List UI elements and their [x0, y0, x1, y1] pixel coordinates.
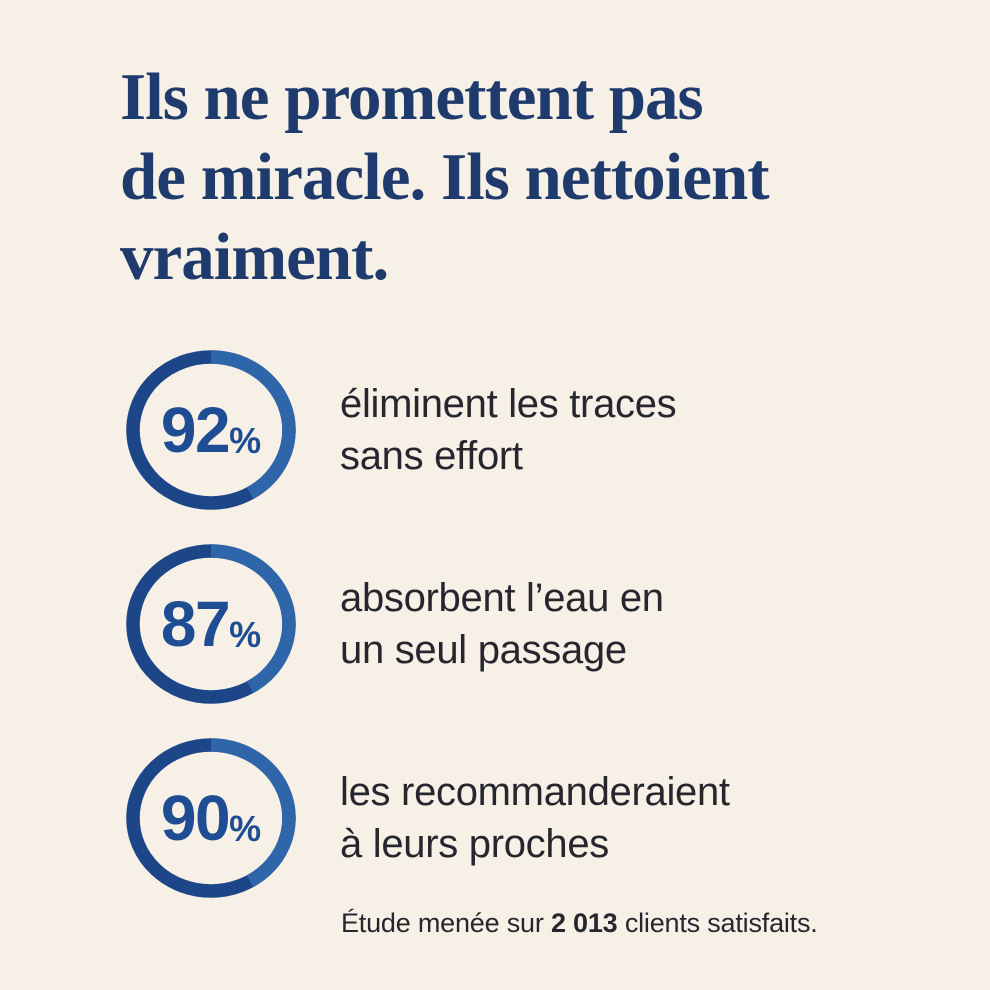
- stat-label-line-2: à leurs proches: [340, 822, 609, 866]
- footnote-sample-size: 2 013: [550, 908, 618, 938]
- study-footnote: Étude menée sur 2 013 clients satisfaits…: [341, 906, 818, 940]
- stats-list: 92% éliminent les traces sans effort 87%…: [126, 350, 730, 932]
- headline-line-3: vraiment.: [120, 220, 389, 294]
- footnote-prefix: Étude menée sur: [341, 908, 551, 938]
- page-title: Ils ne promettent pas de miracle. Ils ne…: [120, 57, 920, 297]
- stat-badge-90: 90%: [126, 738, 296, 898]
- progress-ring-icon: [126, 738, 296, 898]
- stat-row-absorption: 87% absorbent l’eau en un seul passage: [126, 544, 730, 704]
- progress-ring-icon: [126, 350, 296, 510]
- stat-percentage-number: 87: [160, 588, 231, 660]
- stat-label-line-1: absorbent l’eau en: [340, 576, 664, 620]
- headline-line-1: Ils ne promettent pas: [120, 60, 704, 134]
- stat-badge-92: 92%: [126, 350, 296, 510]
- percent-sign: %: [229, 808, 262, 849]
- stat-label-line-2: un seul passage: [340, 628, 627, 672]
- stat-percentage-number: 92: [160, 394, 231, 466]
- percent-sign: %: [229, 420, 262, 461]
- stat-value: 92%: [126, 350, 296, 510]
- stat-label: absorbent l’eau en un seul passage: [340, 572, 664, 676]
- stat-label: les recommanderaient à leurs proches: [340, 766, 730, 870]
- footnote-suffix: clients satisfaits.: [617, 908, 818, 938]
- percent-sign: %: [229, 614, 262, 655]
- stat-value: 87%: [126, 544, 296, 704]
- stat-label-line-1: les recommanderaient: [340, 770, 730, 814]
- stat-percentage-number: 90: [160, 782, 231, 854]
- stat-badge-87: 87%: [126, 544, 296, 704]
- stat-row-recommendation: 90% les recommanderaient à leurs proches: [126, 738, 730, 898]
- stat-row-traces: 92% éliminent les traces sans effort: [126, 350, 730, 510]
- stat-label: éliminent les traces sans effort: [340, 378, 677, 482]
- stat-value: 90%: [126, 738, 296, 898]
- stat-label-line-1: éliminent les traces: [340, 382, 677, 426]
- headline-line-2: de miracle. Ils nettoient: [120, 140, 770, 214]
- progress-ring-icon: [126, 544, 296, 704]
- stat-label-line-2: sans effort: [340, 434, 523, 478]
